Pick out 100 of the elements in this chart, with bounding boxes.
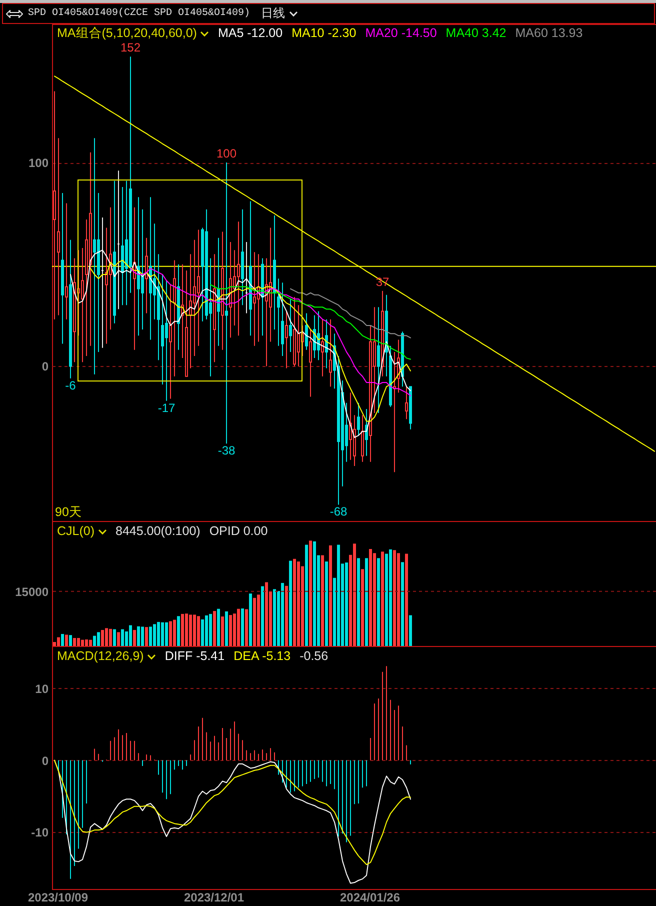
legend-title: MA组合(5,10,20,40,60,0) (57, 26, 197, 41)
bar (157, 622, 160, 646)
bar (213, 611, 216, 646)
bar (165, 622, 168, 646)
bar (325, 561, 328, 646)
bar (85, 639, 88, 646)
bar (113, 629, 116, 646)
x-tick-label: 2023/10/09 (28, 890, 88, 904)
bar (221, 616, 224, 646)
bar (133, 630, 136, 646)
bar (357, 558, 360, 646)
bar (265, 582, 268, 646)
y-tick-label: 0 (42, 360, 49, 374)
bar (369, 549, 372, 646)
bar (257, 594, 260, 646)
bar (145, 627, 148, 646)
bar (273, 589, 276, 646)
bar (89, 640, 92, 646)
bar (201, 619, 204, 646)
bar (249, 594, 252, 646)
bar (77, 638, 80, 646)
bar (397, 553, 400, 646)
line-series (290, 288, 411, 338)
bar (101, 630, 104, 646)
chart-subtitle: 日线 (261, 5, 286, 22)
annotation: -0.56 (300, 649, 328, 664)
bar (93, 636, 96, 646)
bar (253, 598, 256, 646)
bar (373, 553, 376, 646)
bar (61, 634, 64, 646)
bar (121, 629, 124, 646)
bar (193, 614, 196, 646)
bar (69, 635, 72, 646)
x-tick-label: 2023/12/01 (184, 890, 244, 904)
x-tick-label: 2024/01/26 (340, 890, 400, 904)
bar (337, 544, 340, 646)
annotation: 8445.00(0:100) (116, 524, 200, 539)
legend-title: MACD(12,26,9) (57, 649, 144, 664)
bar (129, 625, 132, 646)
bar (141, 626, 144, 646)
candlestick (93, 138, 96, 374)
annotation: -17 (158, 400, 176, 415)
candlestick (65, 203, 68, 320)
bar (173, 620, 176, 646)
bar (293, 558, 296, 646)
bar (241, 608, 244, 646)
bar (281, 582, 284, 646)
bar (117, 632, 120, 646)
bar (381, 552, 384, 646)
bar (261, 586, 264, 646)
bar (229, 615, 232, 646)
bar (389, 549, 392, 646)
bar (73, 638, 76, 646)
text: MA10 -2.30 (292, 26, 356, 41)
bar (105, 628, 108, 646)
bar (321, 555, 324, 646)
bar (217, 608, 220, 646)
bar (65, 634, 68, 646)
bar (153, 624, 156, 646)
annotation: 100 (216, 146, 237, 161)
chart-title: SPD OI405&OI409(CZCE SPD OI405&OI409) (28, 8, 250, 19)
annotation: -38 (218, 444, 236, 458)
bar (385, 554, 388, 646)
bar (237, 608, 240, 646)
bar (305, 544, 308, 646)
bar (297, 561, 300, 646)
annotation: -6 (65, 378, 76, 392)
text: DEA -5.13 (234, 649, 291, 664)
bar (181, 614, 184, 646)
bar (137, 626, 140, 646)
bar (81, 640, 84, 646)
annotation: OPID 0.00 (209, 524, 268, 539)
y-tick-label: 100 (28, 156, 49, 170)
bar (401, 562, 404, 646)
bar (177, 616, 180, 646)
bar (209, 614, 212, 646)
chart-title: CJL(0) (57, 524, 95, 539)
bar (309, 540, 312, 646)
bar (313, 541, 316, 646)
text: DIFF -5.41 (164, 649, 225, 664)
bar (53, 642, 56, 646)
bar (189, 614, 192, 646)
bar (361, 569, 364, 646)
y-tick-label: 10 (35, 682, 49, 696)
bar (109, 628, 112, 646)
annotation: 152 (120, 40, 141, 55)
bar (409, 615, 412, 646)
y-tick-label: -10 (31, 826, 49, 840)
bar (225, 611, 228, 646)
bar (289, 560, 292, 646)
y-tick-label: 15000 (15, 584, 49, 599)
bar (205, 615, 208, 646)
text: MA40 3.42 (446, 26, 506, 41)
text: MA60 13.93 (515, 26, 583, 41)
bar (405, 554, 408, 646)
bar (365, 558, 368, 646)
bar (377, 558, 380, 646)
bar (197, 616, 200, 646)
y-tick-label: 0 (42, 754, 49, 768)
text: MA5 -12.00 (218, 26, 283, 41)
